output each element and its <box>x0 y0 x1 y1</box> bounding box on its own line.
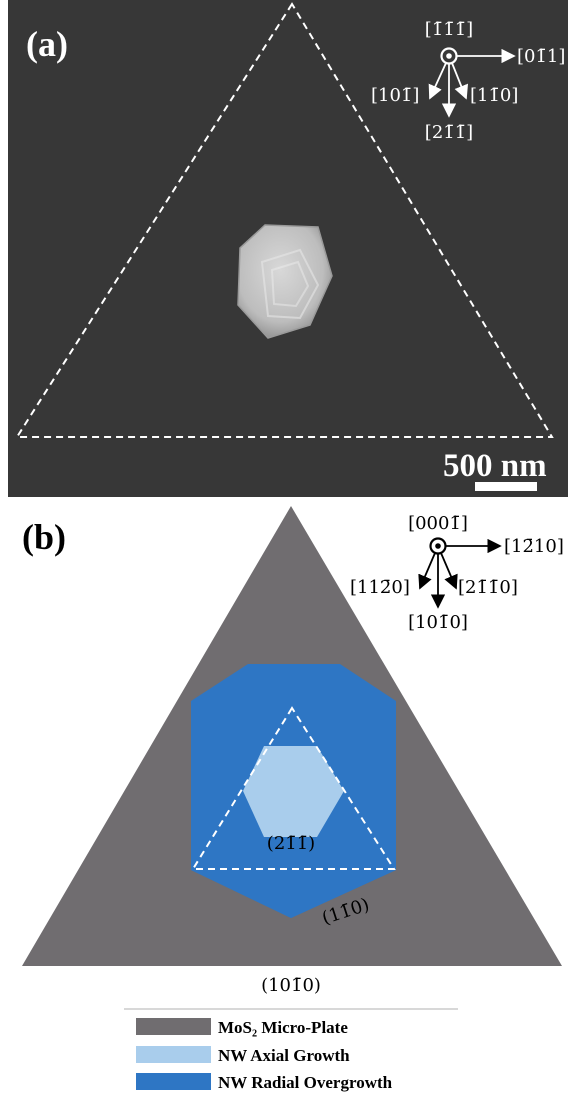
microplate-outline <box>15 2 554 438</box>
scale-bar <box>475 482 537 491</box>
radial-overgrowth-top <box>191 664 396 701</box>
panel-a-axes: [1̄1̄1̄] [01̄1] [101̄] [11̄0] [21̄1̄] <box>371 19 565 143</box>
axis-out-of-plane-label-b: [0001̄] <box>408 513 468 534</box>
axis-right-label: [01̄1] <box>517 46 565 67</box>
crystal-inner-facet <box>270 260 310 308</box>
facet-label-inner: (21̄1̄) <box>267 833 315 854</box>
axis-down-label: [21̄1̄] <box>425 122 473 143</box>
inner-dashed-triangle <box>191 706 396 870</box>
axis-right-down-label-b: [21̄1̄0] <box>458 577 518 598</box>
scale-bar-label: 500 nm <box>443 448 547 484</box>
axis-left-down-label: [101̄] <box>371 85 419 106</box>
axis-right-down-arrow <box>451 62 469 100</box>
axis-left-down-arrow-b <box>418 552 436 590</box>
panel-b-axes: [0001̄] [12̄10] [112̄0] [21̄1̄0] [101̄0] <box>350 513 564 633</box>
out-of-plane-dot-b <box>435 543 441 549</box>
legend-swatch-axial <box>136 1046 211 1063</box>
nanowire-crystal <box>237 224 333 339</box>
axis-out-of-plane-label: [1̄1̄1̄] <box>425 19 473 40</box>
out-of-plane-symbol-b <box>429 537 447 555</box>
axis-right-down-arrow-b <box>440 552 458 590</box>
crystal-facet-lines <box>260 248 320 320</box>
axis-left-down-arrow <box>428 62 447 100</box>
panel-a-label: (a) <box>26 24 68 64</box>
legend: MoS₂ Micro-Plate NW Axial Growth NW Radi… <box>124 1008 458 1092</box>
panel-b-label: (b) <box>22 517 66 557</box>
legend-label-radial: NW Radial Overgrowth <box>218 1073 393 1092</box>
out-of-plane-symbol <box>440 47 458 65</box>
axis-down-label-b: [101̄0] <box>408 612 468 633</box>
legend-label-microplate: MoS₂ Micro-Plate <box>218 1018 348 1037</box>
axis-right-down-label: [11̄0] <box>470 85 518 106</box>
axis-left-down-label-b: [112̄0] <box>350 577 410 598</box>
legend-swatch-microplate <box>136 1018 211 1035</box>
axial-growth-hexagon <box>243 746 344 837</box>
panel-a: (a) [1̄1̄1̄] [01̄1] [101̄] [11̄0] [21̄1̄… <box>8 0 568 497</box>
facet-label-base: (101̄0) <box>261 975 321 996</box>
axis-right-label-b: [12̄10] <box>504 536 564 557</box>
panel-b: (b) (21̄1̄) (11̄0) (101̄0) [0001̄] [12̄1… <box>22 506 564 996</box>
legend-swatch-radial <box>136 1073 211 1090</box>
out-of-plane-dot <box>446 53 452 59</box>
legend-label-axial: NW Axial Growth <box>218 1046 350 1065</box>
